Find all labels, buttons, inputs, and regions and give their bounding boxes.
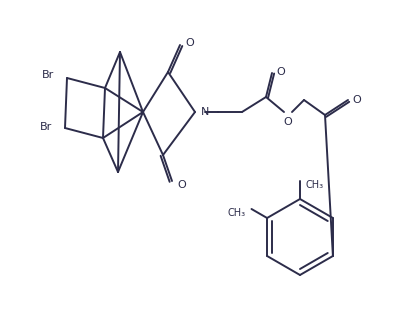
Text: O: O xyxy=(353,95,361,105)
Text: O: O xyxy=(186,38,194,48)
Text: O: O xyxy=(284,117,292,127)
Text: Br: Br xyxy=(40,122,52,132)
Text: O: O xyxy=(178,180,186,190)
Text: N: N xyxy=(201,107,209,117)
Text: Br: Br xyxy=(42,70,54,80)
Text: CH₃: CH₃ xyxy=(306,180,324,190)
Text: O: O xyxy=(276,67,285,77)
Text: CH₃: CH₃ xyxy=(227,208,245,218)
